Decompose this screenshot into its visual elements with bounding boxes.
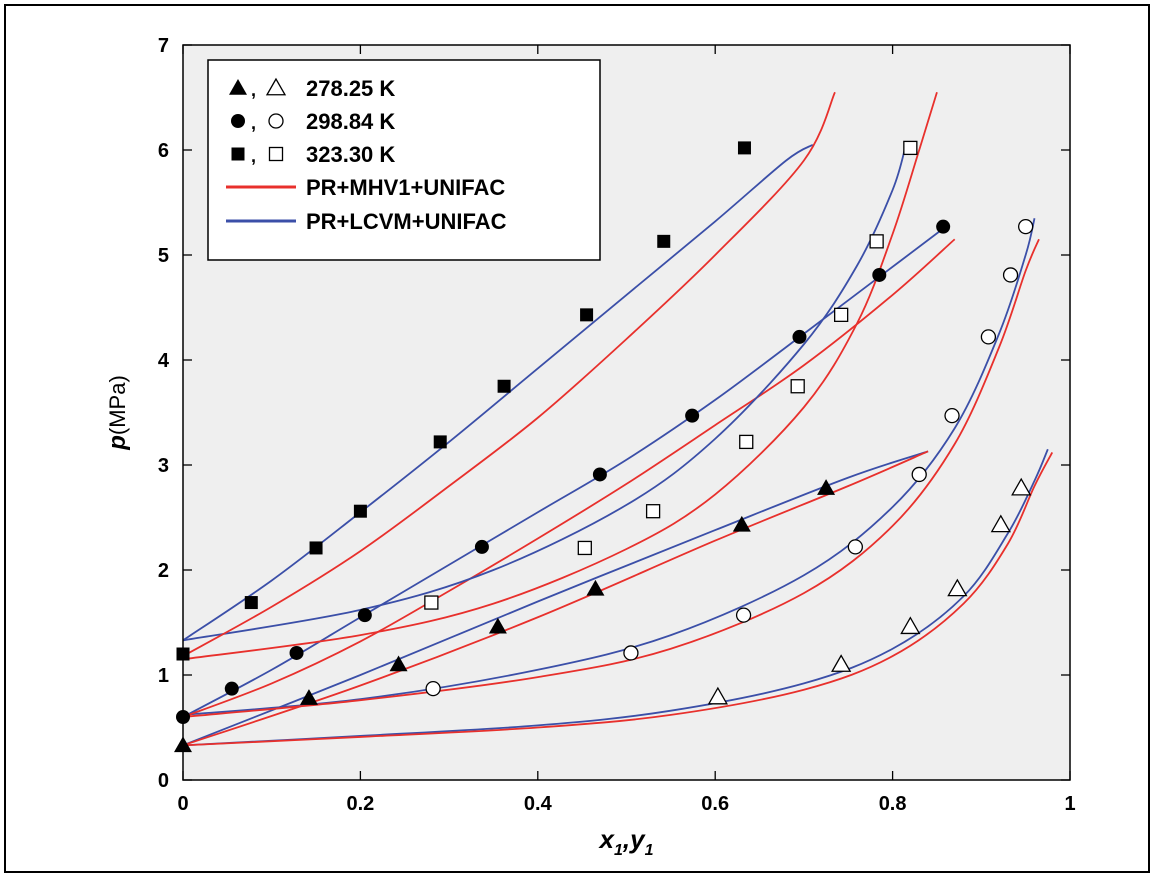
x-tick-label: 0 xyxy=(177,793,188,815)
legend-label: 278.25 K xyxy=(306,76,395,101)
model-curve-pr-lcvm-unifac xyxy=(182,143,814,642)
square-filled-liquid-point xyxy=(497,379,511,393)
legend-label: PR+LCVM+UNIFAC xyxy=(306,209,507,234)
x-tick-label: 0.2 xyxy=(346,793,374,815)
circle-open-vapor-point xyxy=(1002,267,1019,283)
square-open-vapor-point xyxy=(869,234,884,249)
square-filled-liquid-point xyxy=(244,596,258,610)
square-open-vapor-point xyxy=(424,595,439,610)
triangle-filled-liquid-point xyxy=(389,655,408,672)
legend-circle-open-icon xyxy=(268,113,284,129)
legend-label: 298.84 K xyxy=(306,109,395,134)
triangle-filled-liquid-point xyxy=(817,479,836,495)
model-curve-pr-lcvm-unifac xyxy=(182,225,947,718)
legend-circle-filled-icon xyxy=(231,114,245,128)
triangle-open-vapor-point xyxy=(947,578,968,597)
circle-filled-liquid-point xyxy=(289,645,304,660)
y-tick-label: 2 xyxy=(158,560,169,582)
y-tick-label: 3 xyxy=(158,455,169,477)
legend-label: PR+MHV1+UNIFAC xyxy=(306,175,505,200)
triangle-open-vapor-point xyxy=(831,654,852,672)
square-filled-liquid-point xyxy=(657,234,671,248)
square-filled-liquid-point xyxy=(580,308,594,322)
x-axis-label: x1,y1 xyxy=(598,824,654,859)
model-curve-pr-mhv1-unifac xyxy=(182,451,1054,747)
circle-open-vapor-point xyxy=(944,407,960,424)
legend-square-open-icon xyxy=(268,146,284,162)
model-curve-pr-lcvm-unifac xyxy=(182,218,1036,716)
circle-filled-liquid-point xyxy=(685,408,700,423)
x-tick-label: 0.6 xyxy=(701,793,729,815)
circle-open-vapor-point xyxy=(623,645,639,661)
x-tick-labels: 0 0.2 0.4 0.6 0.8 1 xyxy=(177,793,1075,815)
model-curve-pr-mhv1-unifac xyxy=(182,238,956,718)
legend-separator: , xyxy=(251,146,256,166)
triangle-filled-liquid-point xyxy=(586,579,605,596)
plot-border xyxy=(182,44,1071,781)
y-tick-label: 0 xyxy=(158,770,169,792)
model-curve-pr-mhv1-unifac xyxy=(182,91,836,657)
square-open-vapor-point xyxy=(739,434,754,450)
y-tick-label: 6 xyxy=(158,140,169,162)
triangle-filled-liquid-point xyxy=(299,689,318,705)
square-open-vapor-point xyxy=(834,307,849,323)
y-tick-label: 7 xyxy=(158,35,169,57)
triangle-open-vapor-point xyxy=(707,686,728,705)
y-tick-label: 5 xyxy=(158,245,169,267)
y-tick-labels: 0 1 2 3 4 5 6 7 xyxy=(158,35,170,792)
circle-filled-liquid-point xyxy=(936,219,951,234)
legend-label: 323.30 K xyxy=(306,142,395,167)
legend-square-filled-icon xyxy=(231,147,245,161)
legend-separator: , xyxy=(251,113,256,133)
circle-open-vapor-point xyxy=(980,329,997,345)
triangle-open-vapor-point xyxy=(1011,477,1032,496)
data-markers xyxy=(174,140,1034,753)
square-open-vapor-point xyxy=(577,540,592,556)
square-open-vapor-point xyxy=(790,379,805,394)
y-tick-label: 1 xyxy=(158,665,169,687)
triangle-open-vapor-point xyxy=(990,514,1011,533)
circle-open-vapor-point xyxy=(735,607,752,623)
circle-open-vapor-point xyxy=(847,539,863,555)
legend-triangle-open-icon xyxy=(265,77,287,96)
legend-separator: , xyxy=(251,80,256,100)
circle-filled-liquid-point xyxy=(792,329,807,344)
triangle-filled-liquid-point xyxy=(488,617,507,634)
square-filled-liquid-point xyxy=(737,141,751,155)
model-curve-pr-mhv1-unifac xyxy=(182,91,938,661)
triangle-filled-liquid-point xyxy=(732,515,751,532)
square-open-vapor-point xyxy=(903,140,918,156)
circle-filled-liquid-point xyxy=(474,539,489,554)
triangle-open-vapor-point xyxy=(900,616,921,635)
circle-open-vapor-point xyxy=(911,466,927,483)
circle-filled-liquid-point xyxy=(224,681,239,696)
legend-triangle-filled-icon xyxy=(229,79,247,95)
x-tick-label: 0.8 xyxy=(879,793,907,815)
square-filled-liquid-point xyxy=(353,504,367,518)
y-axis-label: p(MPa) xyxy=(104,375,131,451)
y-tick-label: 4 xyxy=(158,350,170,372)
circle-open-vapor-point xyxy=(425,681,441,697)
circle-open-vapor-point xyxy=(1018,218,1034,235)
x-tick-label: 1 xyxy=(1064,793,1075,815)
model-curve-pr-lcvm-unifac xyxy=(182,450,929,747)
circle-filled-liquid-point xyxy=(357,608,372,623)
square-open-vapor-point xyxy=(645,504,661,519)
circle-filled-liquid-point xyxy=(592,467,607,482)
square-filled-liquid-point xyxy=(309,541,323,555)
square-filled-liquid-point xyxy=(433,435,447,449)
circle-filled-liquid-point xyxy=(872,267,887,282)
x-tick-label: 0.4 xyxy=(524,793,553,815)
model-curve-pr-lcvm-unifac xyxy=(182,448,1049,747)
legend: , 278.25 K, 298.84 K, 323.30 K PR+MHV1+UNIFA… xyxy=(207,59,601,261)
model-curve-pr-mhv1-unifac xyxy=(182,238,1040,718)
